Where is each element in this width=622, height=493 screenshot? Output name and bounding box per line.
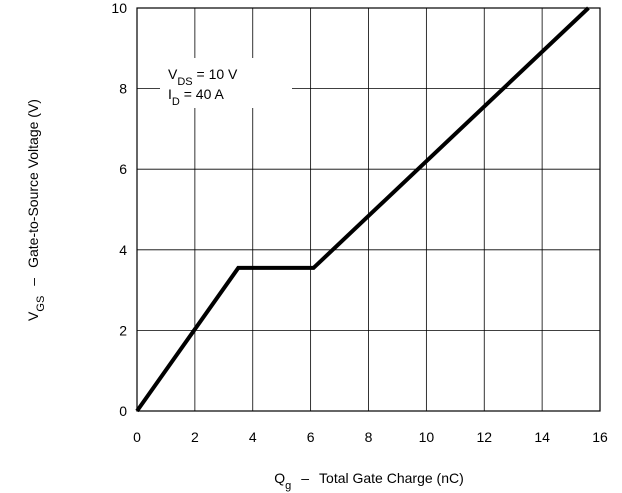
plot-frame bbox=[136, 7, 601, 412]
x-tick-label: 2 bbox=[191, 429, 199, 445]
x-tick-label: 6 bbox=[307, 429, 315, 445]
x-tick-label: 0 bbox=[133, 429, 141, 445]
y-axis-label: VGS–Gate-to-Source Voltage (V) bbox=[25, 99, 47, 321]
y-tick-label: 10 bbox=[111, 0, 127, 16]
x-tick-label: 10 bbox=[419, 429, 435, 445]
grid bbox=[136, 7, 601, 412]
annotation-id: ID = 40 A bbox=[168, 86, 224, 108]
x-tick-label: 14 bbox=[534, 429, 550, 445]
x-axis-label: Qg – Total Gate Charge (nC) bbox=[274, 470, 464, 492]
y-tick-label: 0 bbox=[119, 403, 127, 419]
series-line bbox=[135, 6, 590, 413]
y-tick-labels: 0 2 4 6 8 10 bbox=[111, 0, 127, 419]
y-tick-label: 4 bbox=[119, 242, 127, 258]
x-tick-label: 8 bbox=[365, 429, 373, 445]
y-tick-label: 2 bbox=[119, 322, 127, 338]
annotation-background bbox=[160, 58, 292, 108]
x-tick-label: 12 bbox=[476, 429, 492, 445]
x-tick-labels: 0 2 4 6 8 10 12 14 16 bbox=[133, 429, 608, 445]
x-tick-label: 16 bbox=[592, 429, 608, 445]
y-tick-label: 6 bbox=[119, 161, 127, 177]
x-tick-label: 4 bbox=[249, 429, 257, 445]
annotation-vds: VDS = 10 V bbox=[168, 66, 238, 88]
y-tick-label: 8 bbox=[119, 81, 127, 97]
